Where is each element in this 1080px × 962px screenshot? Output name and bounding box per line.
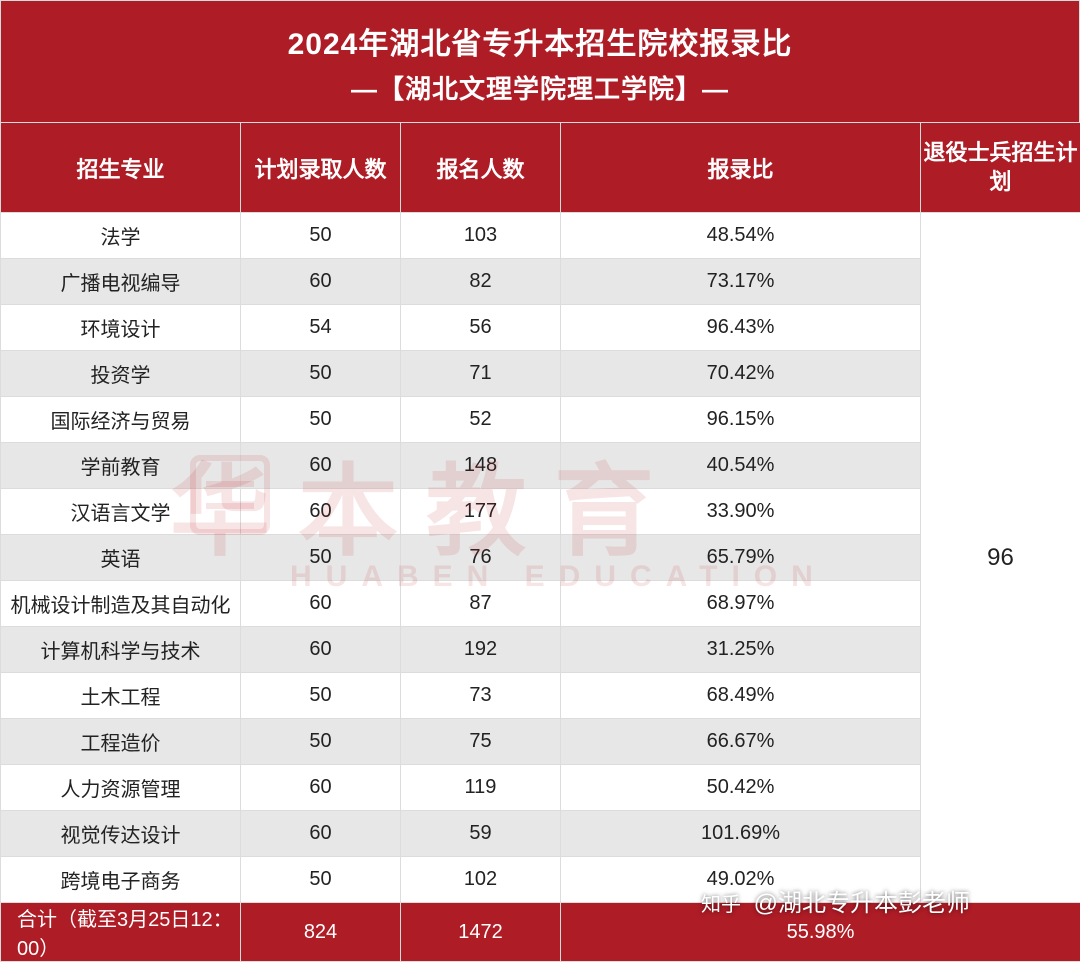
cell-major: 法学 xyxy=(1,213,241,259)
cell-ratio: 48.54% xyxy=(561,213,921,259)
cell-major: 汉语言文学 xyxy=(1,489,241,535)
table-row: 广播电视编导608273.17% xyxy=(1,259,1080,305)
cell-plan: 50 xyxy=(241,857,401,903)
totals-plan: 824 xyxy=(241,903,401,962)
table-row: 环境设计545696.43% xyxy=(1,305,1080,351)
table-body: 法学5010348.54%96广播电视编导608273.17%环境设计54569… xyxy=(1,213,1080,903)
title-bar: 2024年湖北省专升本招生院校报录比 —【湖北文理学院理工学院】— xyxy=(0,0,1080,122)
cell-apply: 148 xyxy=(401,443,561,489)
cell-ratio: 50.42% xyxy=(561,765,921,811)
cell-plan: 60 xyxy=(241,443,401,489)
table-row: 国际经济与贸易505296.15% xyxy=(1,397,1080,443)
cell-veteran-total: 96 xyxy=(921,213,1080,903)
cell-major: 土木工程 xyxy=(1,673,241,719)
cell-apply: 75 xyxy=(401,719,561,765)
header-row: 招生专业 计划录取人数 报名人数 报录比 退役士兵招生计划 xyxy=(1,123,1080,213)
cell-plan: 50 xyxy=(241,397,401,443)
cell-ratio: 66.67% xyxy=(561,719,921,765)
table-row: 学前教育6014840.54% xyxy=(1,443,1080,489)
cell-ratio: 68.97% xyxy=(561,581,921,627)
cell-plan: 60 xyxy=(241,811,401,857)
cell-plan: 50 xyxy=(241,535,401,581)
cell-plan: 50 xyxy=(241,213,401,259)
cell-ratio: 49.02% xyxy=(561,857,921,903)
cell-major: 工程造价 xyxy=(1,719,241,765)
col-header-veteran: 退役士兵招生计划 xyxy=(921,123,1080,213)
table-row: 人力资源管理6011950.42% xyxy=(1,765,1080,811)
cell-apply: 103 xyxy=(401,213,561,259)
table-row: 投资学507170.42% xyxy=(1,351,1080,397)
cell-ratio: 96.15% xyxy=(561,397,921,443)
cell-major: 机械设计制造及其自动化 xyxy=(1,581,241,627)
cell-ratio: 33.90% xyxy=(561,489,921,535)
table-row: 工程造价507566.67% xyxy=(1,719,1080,765)
cell-apply: 76 xyxy=(401,535,561,581)
cell-plan: 54 xyxy=(241,305,401,351)
table-row: 英语507665.79% xyxy=(1,535,1080,581)
cell-plan: 60 xyxy=(241,627,401,673)
cell-plan: 50 xyxy=(241,673,401,719)
cell-major: 学前教育 xyxy=(1,443,241,489)
cell-ratio: 96.43% xyxy=(561,305,921,351)
cell-apply: 71 xyxy=(401,351,561,397)
cell-apply: 52 xyxy=(401,397,561,443)
cell-major: 英语 xyxy=(1,535,241,581)
table-container: 2024年湖北省专升本招生院校报录比 —【湖北文理学院理工学院】— 招生专业 计… xyxy=(0,0,1080,962)
cell-major: 人力资源管理 xyxy=(1,765,241,811)
col-header-major: 招生专业 xyxy=(1,123,241,213)
cell-apply: 119 xyxy=(401,765,561,811)
cell-ratio: 40.54% xyxy=(561,443,921,489)
cell-ratio: 73.17% xyxy=(561,259,921,305)
totals-label: 合计（截至3月25日12：00） xyxy=(1,903,241,962)
cell-major: 国际经济与贸易 xyxy=(1,397,241,443)
cell-apply: 192 xyxy=(401,627,561,673)
col-header-ratio: 报录比 xyxy=(561,123,921,213)
cell-major: 广播电视编导 xyxy=(1,259,241,305)
col-header-veteran-text: 退役士兵招生计划 xyxy=(923,140,1077,194)
cell-apply: 73 xyxy=(401,673,561,719)
cell-apply: 87 xyxy=(401,581,561,627)
cell-plan: 60 xyxy=(241,581,401,627)
title-main: 2024年湖北省专升本招生院校报录比 xyxy=(1,19,1079,63)
totals-row: 合计（截至3月25日12：00） 824 1472 55.98% xyxy=(1,903,1080,962)
totals-ratio: 55.98% xyxy=(561,903,1080,962)
table-row: 计算机科学与技术6019231.25% xyxy=(1,627,1080,673)
cell-apply: 59 xyxy=(401,811,561,857)
cell-major: 环境设计 xyxy=(1,305,241,351)
table-row: 跨境电子商务5010249.02% xyxy=(1,857,1080,903)
cell-plan: 50 xyxy=(241,719,401,765)
cell-major: 投资学 xyxy=(1,351,241,397)
cell-plan: 50 xyxy=(241,351,401,397)
cell-major: 计算机科学与技术 xyxy=(1,627,241,673)
cell-ratio: 70.42% xyxy=(561,351,921,397)
col-header-plan: 计划录取人数 xyxy=(241,123,401,213)
cell-major: 视觉传达设计 xyxy=(1,811,241,857)
table-row: 机械设计制造及其自动化608768.97% xyxy=(1,581,1080,627)
admission-table: 招生专业 计划录取人数 报名人数 报录比 退役士兵招生计划 法学5010348.… xyxy=(0,122,1080,962)
table-row: 汉语言文学6017733.90% xyxy=(1,489,1080,535)
cell-plan: 60 xyxy=(241,489,401,535)
table-row: 土木工程507368.49% xyxy=(1,673,1080,719)
cell-apply: 102 xyxy=(401,857,561,903)
cell-plan: 60 xyxy=(241,259,401,305)
cell-apply: 56 xyxy=(401,305,561,351)
col-header-apply: 报名人数 xyxy=(401,123,561,213)
cell-ratio: 31.25% xyxy=(561,627,921,673)
totals-apply: 1472 xyxy=(401,903,561,962)
cell-ratio: 68.49% xyxy=(561,673,921,719)
cell-ratio: 65.79% xyxy=(561,535,921,581)
cell-apply: 177 xyxy=(401,489,561,535)
cell-plan: 60 xyxy=(241,765,401,811)
table-row: 法学5010348.54%96 xyxy=(1,213,1080,259)
cell-major: 跨境电子商务 xyxy=(1,857,241,903)
cell-ratio: 101.69% xyxy=(561,811,921,857)
cell-apply: 82 xyxy=(401,259,561,305)
title-sub: —【湖北文理学院理工学院】— xyxy=(1,69,1079,106)
table-row: 视觉传达设计6059101.69% xyxy=(1,811,1080,857)
